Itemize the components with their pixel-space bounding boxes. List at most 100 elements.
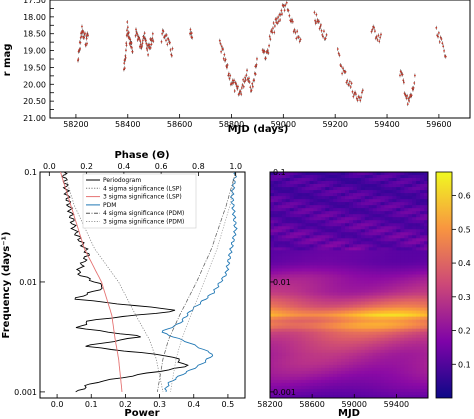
heatmap-cell bbox=[329, 379, 334, 384]
heatmap-cell bbox=[420, 394, 425, 398]
data-point bbox=[242, 78, 245, 81]
heatmap-cell bbox=[333, 382, 338, 387]
heatmap-cell bbox=[424, 349, 428, 354]
heatmap-cell bbox=[400, 250, 405, 254]
heatmap-cell bbox=[372, 295, 378, 299]
heatmap-cell bbox=[289, 274, 295, 278]
heatmap-cell bbox=[289, 244, 295, 248]
heatmap-cell bbox=[297, 361, 302, 366]
heatmap-cell bbox=[380, 208, 385, 212]
heatmap-cell bbox=[309, 220, 314, 224]
heatmap-cell bbox=[356, 208, 362, 212]
heatmap-cell bbox=[305, 379, 310, 384]
heatmap-cell bbox=[313, 304, 318, 308]
heatmap-cell bbox=[297, 214, 302, 218]
heatmap-cell bbox=[273, 220, 279, 224]
heatmap-cell bbox=[416, 370, 421, 375]
heatmap-cell bbox=[325, 340, 330, 345]
power-axis-label: Power bbox=[124, 408, 159, 419]
heatmap-cell bbox=[313, 229, 318, 233]
heatmap-cell bbox=[420, 334, 425, 339]
heatmap-cell bbox=[333, 394, 338, 398]
heatmap-cell bbox=[424, 352, 428, 357]
heatmap-cell bbox=[313, 226, 318, 230]
heatmap-cell bbox=[341, 298, 346, 302]
heatmap-cell bbox=[400, 346, 405, 351]
heatmap-cell bbox=[388, 304, 393, 308]
heatmap-cell bbox=[380, 382, 385, 387]
heatmap-cell bbox=[325, 355, 330, 360]
heatmap-cell bbox=[305, 262, 310, 266]
heatmap-cell bbox=[392, 247, 397, 251]
heatmap-cell bbox=[380, 256, 385, 260]
heatmap-cell bbox=[281, 277, 287, 281]
heatmap-cell bbox=[384, 199, 389, 203]
heatmap-cell bbox=[420, 319, 425, 324]
heatmap-cell bbox=[372, 343, 378, 348]
heatmap-cell bbox=[360, 196, 366, 200]
heatmap-cell bbox=[325, 181, 330, 185]
heatmap-cell bbox=[416, 190, 421, 194]
power-tick-label: 0.2 bbox=[119, 400, 132, 409]
data-point bbox=[373, 26, 375, 29]
heatmap-cell bbox=[341, 175, 346, 179]
heatmap-cell bbox=[305, 388, 310, 393]
data-point bbox=[274, 25, 276, 27]
heatmap-cell bbox=[301, 313, 306, 318]
heatmap-cell bbox=[281, 343, 287, 348]
heatmap-cell bbox=[368, 184, 374, 188]
heatmap-cell bbox=[408, 265, 413, 269]
heatmap-cell bbox=[333, 337, 338, 342]
heatmap-cell bbox=[352, 202, 358, 206]
heatmap-cell bbox=[400, 208, 405, 212]
heatmap-cell bbox=[404, 355, 409, 360]
heatmap-cell bbox=[364, 301, 370, 305]
heatmap-cell bbox=[325, 352, 330, 357]
heatmap-cell bbox=[309, 358, 314, 363]
heatmap-cell bbox=[392, 241, 397, 245]
heatmap-cell bbox=[400, 184, 405, 188]
heatmap-cell bbox=[281, 268, 287, 272]
heatmap-cell bbox=[364, 259, 370, 263]
data-point bbox=[291, 20, 294, 23]
heatmap-cell bbox=[317, 214, 322, 218]
heatmap-cell bbox=[368, 211, 374, 215]
heatmap-cell bbox=[341, 295, 346, 299]
heatmap-cell bbox=[352, 316, 358, 321]
heatmap-cell bbox=[376, 298, 381, 302]
heatmap-cell bbox=[372, 253, 378, 257]
heatmap-cell bbox=[277, 196, 283, 200]
heatmap-cell bbox=[273, 304, 279, 308]
heatmap-cell bbox=[337, 187, 342, 191]
heatmap-cell bbox=[281, 376, 287, 381]
heatmap-cell bbox=[360, 205, 366, 209]
heatmap-cell bbox=[376, 199, 381, 203]
heatmap-cell bbox=[305, 259, 310, 263]
heatmap-cell bbox=[408, 184, 413, 188]
heatmap-cell bbox=[293, 238, 299, 242]
heatmap-cell bbox=[297, 394, 302, 398]
heatmap-cell bbox=[277, 232, 283, 236]
heatmap-cell bbox=[305, 304, 310, 308]
heatmap-cell bbox=[329, 355, 334, 360]
heatmap-cell bbox=[408, 358, 413, 363]
heatmap-cell bbox=[372, 379, 378, 384]
heatmap-cell bbox=[424, 325, 428, 330]
heatmap-cell bbox=[273, 262, 279, 266]
data-point bbox=[355, 97, 358, 100]
heatmap-cell bbox=[360, 235, 366, 239]
heatmap-cell bbox=[333, 259, 338, 263]
heatmap-cell bbox=[384, 295, 389, 299]
heatmap-cell bbox=[388, 343, 393, 348]
heatmap-cell bbox=[341, 385, 346, 390]
heatmap-cell bbox=[352, 259, 358, 263]
heatmap-cell bbox=[321, 346, 326, 351]
heatmap-cell bbox=[345, 184, 350, 188]
data-point bbox=[79, 41, 82, 44]
heatmap-cell bbox=[388, 292, 393, 296]
heatmap-cell bbox=[277, 190, 283, 194]
heatmap-cell bbox=[309, 190, 314, 194]
heatmap-cell bbox=[420, 373, 425, 378]
heatmap-cell bbox=[313, 340, 318, 345]
heatmap-cell bbox=[341, 217, 346, 221]
